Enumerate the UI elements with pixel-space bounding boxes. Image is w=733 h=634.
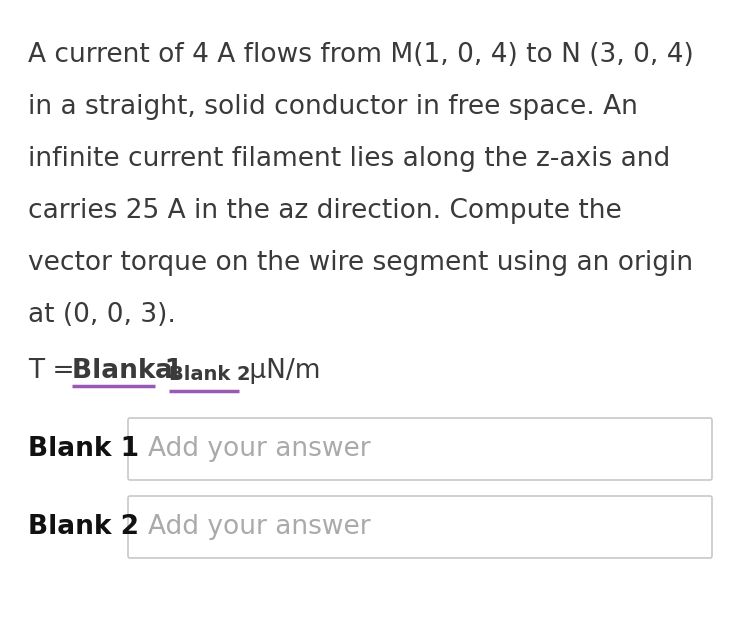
Text: carries 25 A in the az direction. Compute the: carries 25 A in the az direction. Comput… xyxy=(28,198,622,224)
FancyBboxPatch shape xyxy=(128,496,712,558)
Text: vector torque on the wire segment using an origin: vector torque on the wire segment using … xyxy=(28,250,693,276)
Text: T =: T = xyxy=(28,358,83,384)
Text: A current of 4 A flows from M(1, 0, 4) to N (3, 0, 4): A current of 4 A flows from M(1, 0, 4) t… xyxy=(28,42,693,68)
Text: Blank 2: Blank 2 xyxy=(28,514,139,540)
Text: in a straight, solid conductor in free space. An: in a straight, solid conductor in free s… xyxy=(28,94,638,120)
Text: a: a xyxy=(155,358,173,384)
Text: Add your answer: Add your answer xyxy=(148,436,371,462)
Text: Blank 1: Blank 1 xyxy=(28,436,139,462)
Text: at (0, 0, 3).: at (0, 0, 3). xyxy=(28,302,176,328)
Text: μN/m: μN/m xyxy=(241,358,320,384)
Text: infinite current filament lies along the z-axis and: infinite current filament lies along the… xyxy=(28,146,670,172)
Text: Blank 1: Blank 1 xyxy=(72,358,183,384)
FancyBboxPatch shape xyxy=(128,418,712,480)
Text: Add your answer: Add your answer xyxy=(148,514,371,540)
Text: Blank 2: Blank 2 xyxy=(169,365,251,384)
